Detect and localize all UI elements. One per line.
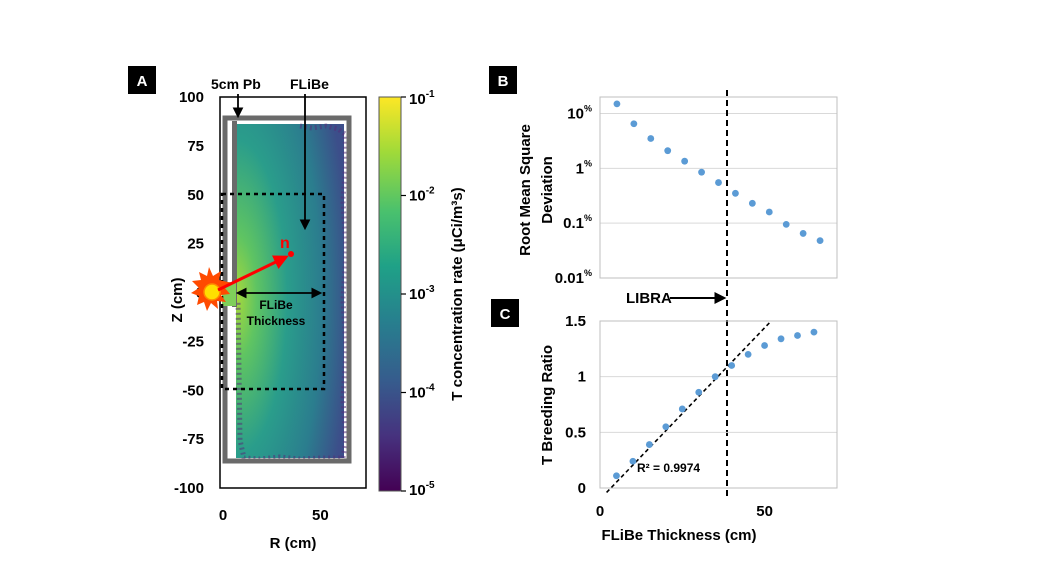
neutron-label: n bbox=[280, 235, 290, 252]
panel-b-ytick-label: 0.01% bbox=[555, 268, 592, 287]
panel-c-label-bg bbox=[491, 299, 519, 327]
panel-b-point bbox=[799, 230, 807, 237]
panel-c-point bbox=[645, 441, 653, 448]
panel-c-xtick-label: 0 bbox=[596, 503, 604, 520]
panel-a-ytick-label: -75 bbox=[182, 431, 204, 448]
panel-c-ytick-label: 0 bbox=[578, 480, 586, 497]
pb-label: 5cm Pb bbox=[211, 76, 261, 92]
panel-b-ylabel-2: Deviation bbox=[539, 156, 556, 224]
heatmap-field bbox=[222, 115, 352, 464]
panel-b-grid bbox=[600, 113, 837, 279]
panel-c-ytick-label: 0.5 bbox=[565, 424, 586, 441]
panel-b-point bbox=[664, 147, 672, 155]
panel-c: C 0 0.5 1 1.5 0 50 R² = 0.9974 FLiBe Thickne… bbox=[491, 299, 838, 544]
panel-a-ytick-label: 25 bbox=[187, 236, 204, 253]
panel-b-point bbox=[681, 157, 689, 165]
panel-b-point bbox=[698, 168, 705, 176]
panel-a-xtick-label: 50 bbox=[312, 507, 329, 524]
panel-a-ylabel: Z (cm) bbox=[169, 277, 186, 322]
colorbar bbox=[378, 96, 402, 492]
panel-a-ytick-label: 100 bbox=[179, 89, 204, 106]
panel-b-point bbox=[816, 237, 824, 245]
panel-b-point bbox=[732, 189, 739, 197]
panel-c-point bbox=[810, 328, 818, 336]
colorbar-label: T concentration rate (μCi/m³s) bbox=[449, 187, 466, 400]
panel-c-label: C bbox=[500, 306, 511, 323]
panel-b-frame bbox=[599, 96, 838, 279]
panel-b-ytick-label: 1% bbox=[576, 158, 592, 177]
panel-c-point bbox=[744, 351, 752, 358]
panel-b-point bbox=[630, 120, 638, 128]
panel-c-point bbox=[728, 362, 736, 369]
panel-a-label-bg bbox=[128, 66, 156, 94]
panel-c-y-ticks: 0 0.5 1 1.5 bbox=[565, 313, 586, 497]
panel-a-ytick-label: -50 bbox=[182, 382, 204, 399]
panel-a-ytick-label: -100 bbox=[174, 480, 204, 497]
panel-b-ytick-label: 0.1% bbox=[563, 213, 592, 232]
colorbar-tick-label: 10-5 bbox=[409, 480, 435, 499]
panel-c-point bbox=[794, 332, 801, 339]
neutron-arrow bbox=[217, 255, 289, 292]
panel-c-point bbox=[711, 373, 719, 381]
panel-c-ytick-label: 1.5 bbox=[565, 313, 586, 330]
panel-c-point bbox=[761, 342, 768, 349]
panel-c-ylabel: T Breeding Ratio bbox=[539, 345, 556, 465]
panel-b-point bbox=[715, 179, 722, 186]
panel-c-frame bbox=[599, 320, 838, 489]
panel-a-xtick-label: 0 bbox=[219, 507, 227, 524]
panel-b-point bbox=[782, 220, 790, 228]
thickness-label-2: Thickness bbox=[247, 314, 306, 328]
panel-c-point bbox=[695, 388, 703, 396]
panel-b-ytick-label: 10% bbox=[567, 104, 592, 123]
panel-c-point bbox=[613, 472, 620, 480]
panel-b-points bbox=[613, 100, 824, 245]
neutron-source-icon bbox=[203, 283, 221, 301]
panel-b-label-bg bbox=[489, 66, 517, 94]
panel-a-ytick-label: 75 bbox=[187, 138, 204, 155]
panel-c-point bbox=[777, 335, 785, 343]
panel-b-point bbox=[748, 199, 756, 207]
fit-line bbox=[606, 320, 772, 494]
panel-c-point bbox=[629, 457, 637, 465]
pb-shield-inner bbox=[232, 121, 237, 307]
colorbar-tick-label: 10-2 bbox=[409, 186, 435, 205]
panel-a-ytick-label: 50 bbox=[187, 187, 204, 204]
colorbar-ticks: 10-1 10-2 10-3 10-4 10-5 bbox=[401, 89, 435, 499]
panel-c-point bbox=[662, 423, 670, 431]
panel-b-point bbox=[765, 208, 773, 216]
panel-b-label: B bbox=[498, 73, 509, 90]
panel-c-x-ticks: 0 50 bbox=[596, 503, 773, 520]
speckle-edge bbox=[235, 123, 349, 462]
panel-c-xtick-label: 50 bbox=[756, 503, 773, 520]
panel-c-point bbox=[678, 405, 686, 413]
flibe-region bbox=[236, 124, 344, 458]
panel-a-x-ticks: 0 50 bbox=[219, 507, 329, 524]
panel-a-ytick-label: -25 bbox=[182, 333, 204, 350]
colorbar-tick-label: 10-1 bbox=[409, 89, 435, 108]
colorbar-tick-label: 10-4 bbox=[409, 383, 435, 402]
panel-b-point bbox=[647, 135, 655, 142]
colorbar-tick-label: 10-3 bbox=[409, 284, 435, 303]
panel-c-ytick-label: 1 bbox=[578, 369, 586, 386]
panel-c-xlabel: FLiBe Thickness (cm) bbox=[601, 527, 756, 544]
panel-a-xlabel: R (cm) bbox=[270, 535, 317, 552]
panel-b-point bbox=[613, 100, 621, 108]
panel-c-points bbox=[613, 328, 818, 480]
fit-r2-label: R² = 0.9974 bbox=[637, 461, 700, 475]
thickness-label-1: FLiBe bbox=[259, 298, 293, 312]
panel-b-y-ticks: 10% 1% 0.1% 0.01% bbox=[555, 104, 592, 287]
panel-a: A 100 75 50 25 0 -25 -50 -75 -100 0 50 R (cm) Z (… bbox=[128, 66, 466, 552]
panel-a-y-ticks: 1007550250-25-50-75-100 bbox=[174, 89, 204, 497]
panel-b: B 10% 1% 0.1% 0.01% Root Mean Square Deviat… bbox=[489, 66, 838, 287]
panel-b-ylabel-1: Root Mean Square bbox=[517, 124, 534, 256]
neutron-dot bbox=[288, 251, 294, 257]
libra-label: LIBRA bbox=[626, 290, 672, 307]
flibe-top-label: FLiBe bbox=[290, 76, 329, 92]
panel-a-label: A bbox=[137, 73, 148, 90]
